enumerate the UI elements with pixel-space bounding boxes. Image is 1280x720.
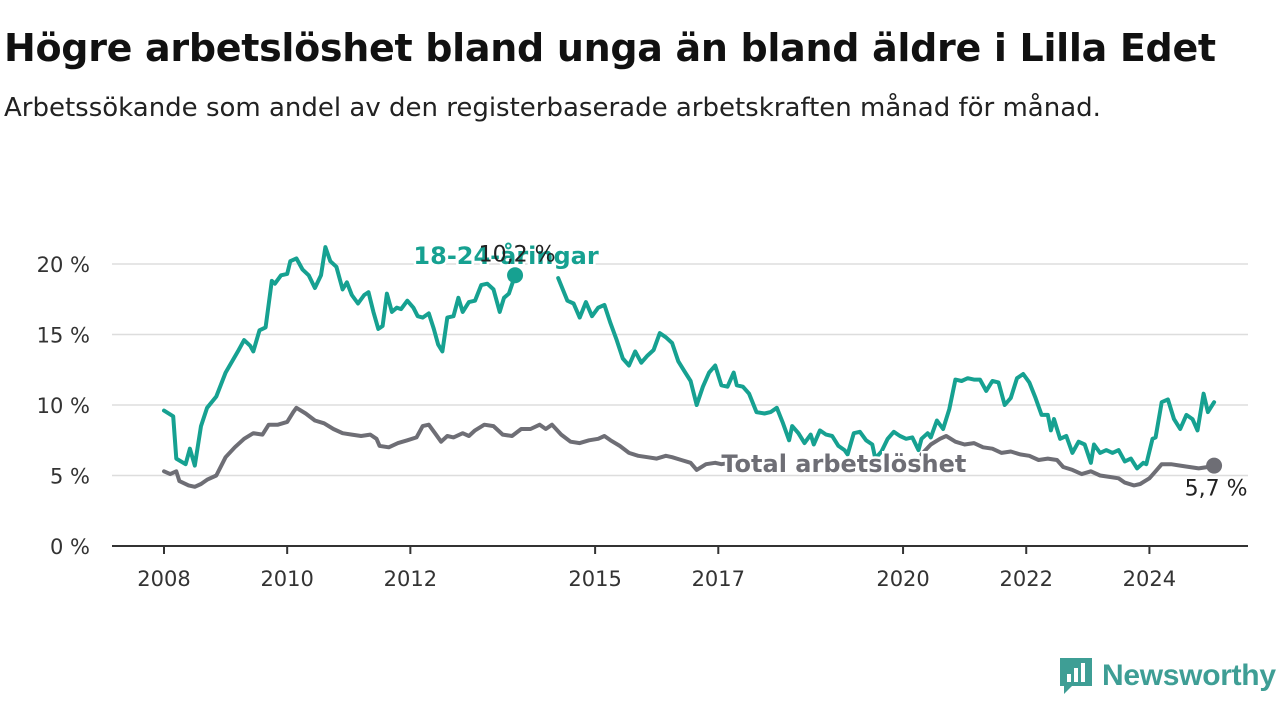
series-line-0 <box>162 245 518 468</box>
series-label: Total arbetslöshet <box>721 450 966 478</box>
y-tick-label: 10 % <box>37 394 90 418</box>
x-tick-label: 2010 <box>260 567 313 591</box>
series-line-2 <box>162 405 736 489</box>
x-tick-label: 2024 <box>1123 567 1176 591</box>
chart-subtitle: Arbetssökande som andel av den registerb… <box>4 93 1101 123</box>
y-tick-label: 20 % <box>37 253 90 277</box>
series-label: 18-24-åringar <box>413 241 598 270</box>
series-line-1 <box>556 276 1217 471</box>
end-marker <box>1206 457 1223 474</box>
series-lines <box>162 245 1217 489</box>
end-value-label: 10,2 % <box>479 242 556 267</box>
x-tick-label: 2012 <box>384 567 437 591</box>
end-markers: 10,2 % 5,7 % <box>479 242 1248 501</box>
x-axis: 2008 2010 2012 2015 2017 2020 2022 2024 <box>112 545 1248 591</box>
x-tick-label: 2020 <box>876 567 929 591</box>
brand-name: Newsworthy <box>1102 659 1276 692</box>
y-tick-label: 5 % <box>50 465 90 489</box>
brand-logo: Newsworthy <box>1058 654 1276 698</box>
x-tick-label: 2008 <box>137 567 190 591</box>
chart-title: Högre arbetslöshet bland unga än bland ä… <box>4 26 1216 70</box>
y-axis-ticks: 0 % 5 % 10 % 15 % 20 % <box>37 253 90 559</box>
y-tick-label: 15 % <box>37 324 90 348</box>
x-tick-label: 2015 <box>568 567 621 591</box>
end-marker <box>507 267 524 284</box>
series-labels: 18-24-åringar Total arbetslöshet <box>411 239 969 481</box>
x-tick-label: 2017 <box>692 567 745 591</box>
end-value-label: 5,7 % <box>1185 477 1248 502</box>
x-tick-label: 2022 <box>1000 567 1053 591</box>
newsworthy-logo-icon <box>1060 658 1092 694</box>
series-line-3 <box>919 434 1217 488</box>
y-tick-label: 0 % <box>50 535 90 559</box>
